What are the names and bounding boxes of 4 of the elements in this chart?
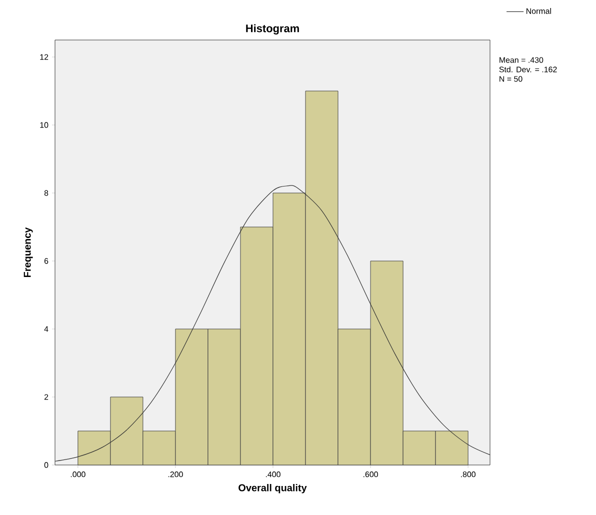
line-series (54, 185, 490, 462)
chart-title: Histogram (246, 24, 299, 34)
x-axis-title: Overall quality (238, 484, 307, 494)
y-axis-title: Frequency (24, 227, 33, 278)
